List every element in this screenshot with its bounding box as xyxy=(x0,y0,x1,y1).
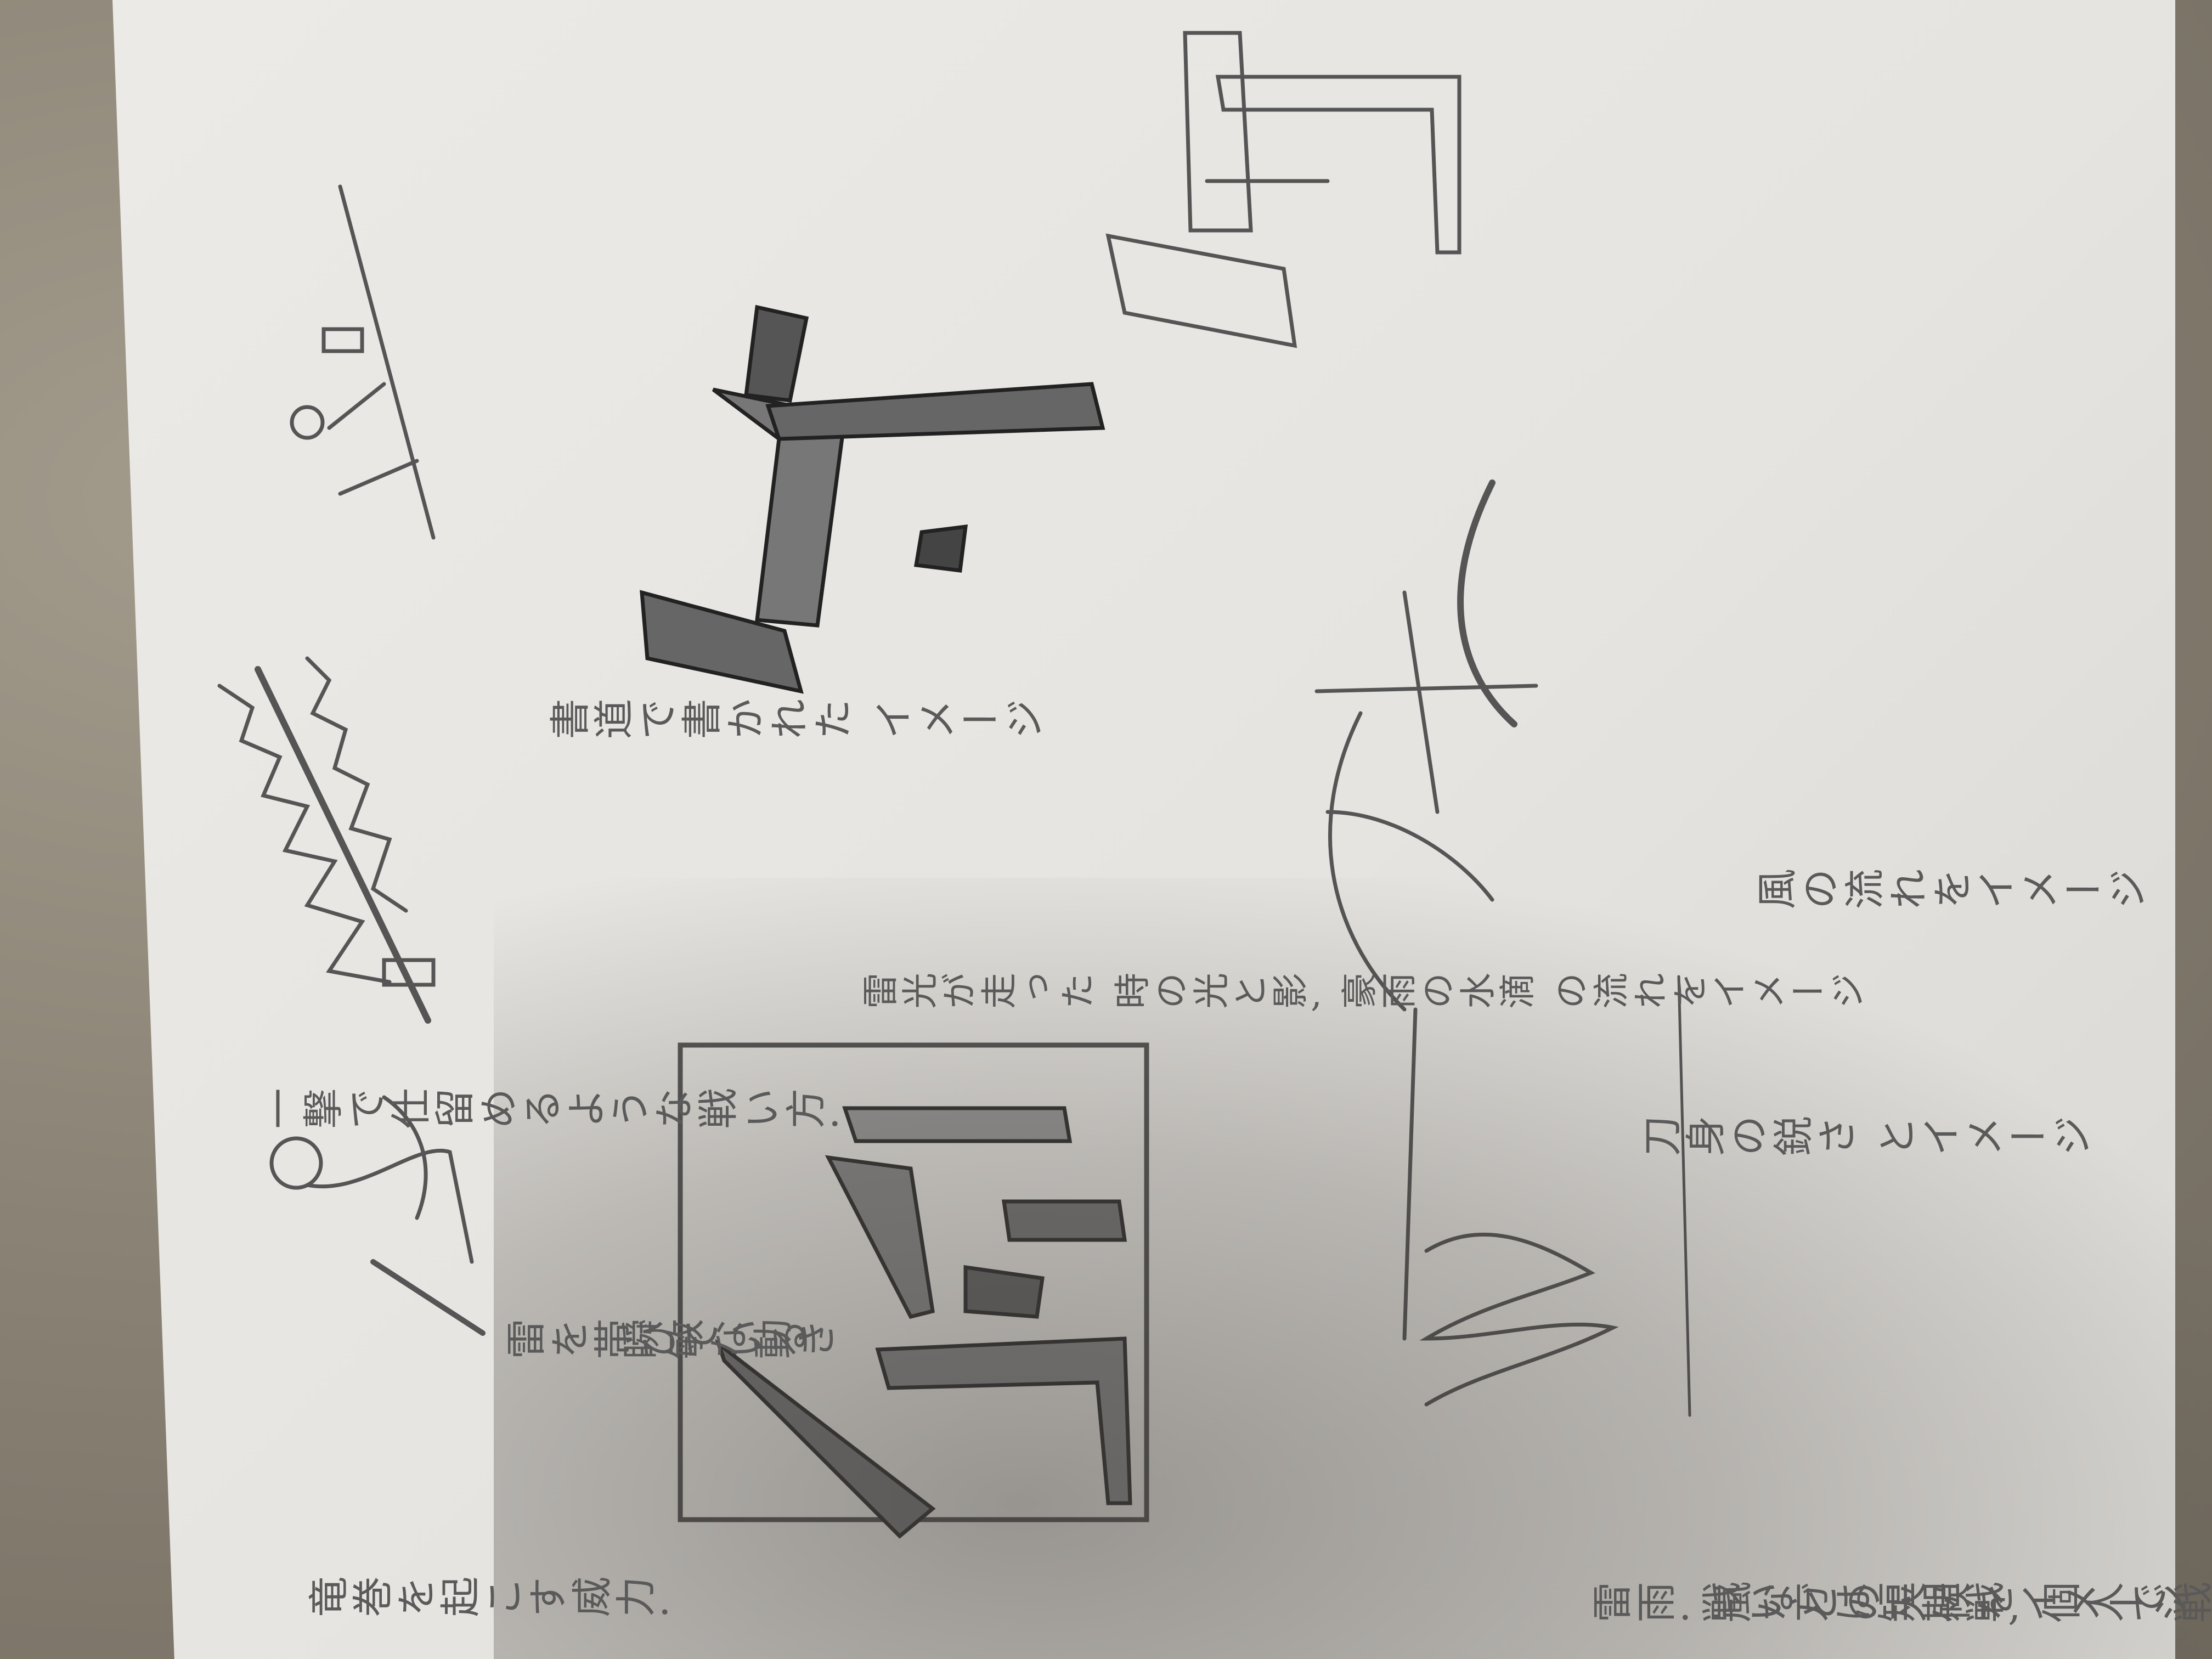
boxed-kanji-stroke1 xyxy=(715,1339,936,1539)
boxed-kanji-stroke2 xyxy=(875,1336,1132,1505)
flowing-kanji-stroke2 xyxy=(1457,479,1517,727)
geometric-kanji-stroke3 xyxy=(1215,75,1462,255)
note-one-strike: 一撃で仕留めるような戦い方. xyxy=(258,1088,845,1136)
sword-guard xyxy=(382,958,436,987)
calligraphy-stroke1 xyxy=(640,590,804,694)
calligraphy-stroke4 xyxy=(765,382,1105,441)
sketch-strokes xyxy=(217,31,1691,1539)
note-quick-moves: 瞬敏な動き xyxy=(620,1319,839,1366)
lightning-sword xyxy=(255,666,431,1024)
note-blade-sharpness: 刀身の鋭さ とイメージ xyxy=(1640,1116,2096,1163)
flowing-kanji-stroke1 xyxy=(1328,711,1407,1012)
note-wind-flow: 風の流れをイメージ xyxy=(1756,869,2151,916)
boxed-kanji-stroke3 xyxy=(825,1155,935,1319)
boxed-kanji-stroke5 xyxy=(1001,1199,1127,1242)
boxed-kanji-stroke4 xyxy=(842,1106,1073,1143)
note-lightning-rain: 雷光が走った 時の光と影, 豪雨の水滴 の流れをイメージ xyxy=(861,973,1869,1015)
hilt-sketch-top xyxy=(321,327,364,353)
calligraphy-stroke5 xyxy=(913,524,968,573)
geometric-kanji-stroke1 xyxy=(1105,233,1297,348)
tornado-baseline xyxy=(1677,975,1691,1417)
geometric-kanji-stroke2 xyxy=(1183,31,1253,233)
note-calligraphy: 書道で書かれた イメージ xyxy=(549,699,1048,746)
note-tornado-power: 竜巻を起こす威力. xyxy=(307,1577,675,1624)
figure-head-left xyxy=(269,1136,323,1190)
lightning-aura xyxy=(217,684,392,984)
calligraphy-stroke3 xyxy=(744,304,809,403)
note-fighting-style: 戦い方は短期戦, 個人で戦う. xyxy=(1701,1582,2212,1629)
tornado-swirl xyxy=(1419,1232,1619,1407)
boxed-kanji-stroke6 xyxy=(963,1265,1045,1319)
figure-head-top xyxy=(290,405,325,440)
sketch-paper xyxy=(112,0,2175,1659)
sword-sketch-top xyxy=(338,184,436,540)
hand-shadow xyxy=(494,878,2212,1659)
